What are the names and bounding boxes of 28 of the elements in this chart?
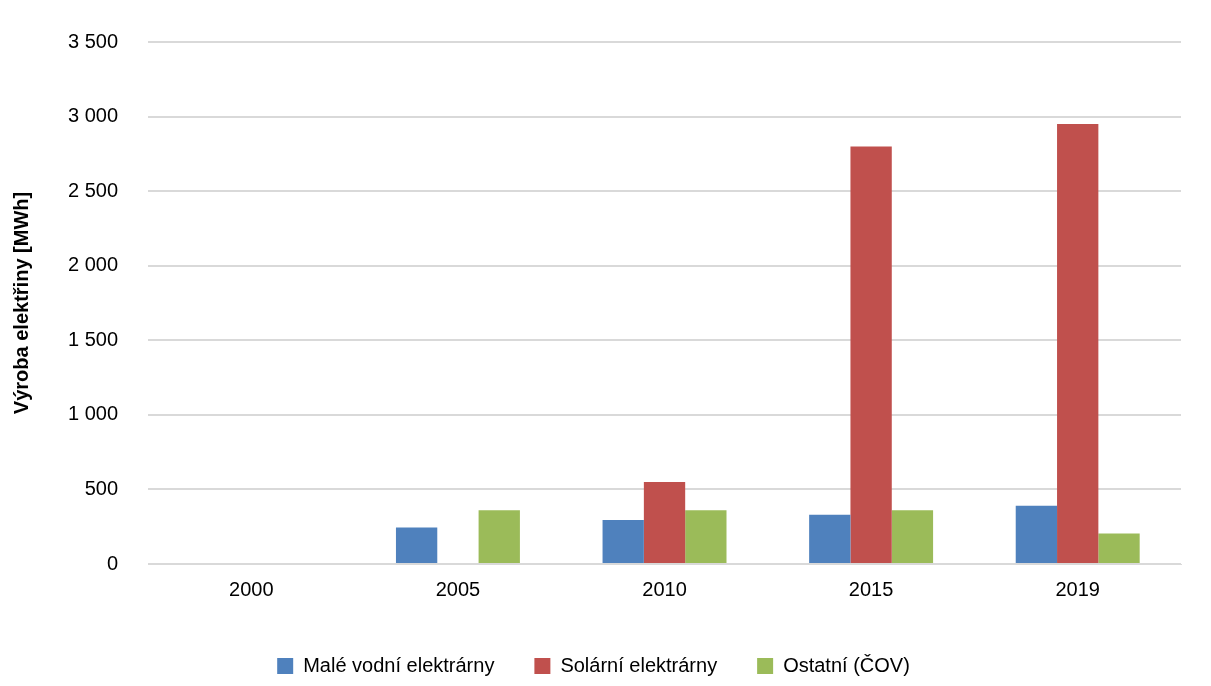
y-tick-label: 1 000 (67, 402, 119, 425)
y-tick-label: 2 000 (67, 253, 119, 276)
bar (809, 514, 851, 563)
legend-label: Ostatní (ČOV) (783, 653, 910, 676)
y-tick-label: 500 (84, 476, 119, 499)
legend-label: Solární elektrárny (560, 653, 718, 676)
bar (478, 510, 520, 563)
y-tick-label: 2 500 (67, 178, 119, 201)
y-tick-label: 3 500 (67, 29, 119, 52)
bar (395, 527, 438, 563)
bar (1057, 124, 1099, 563)
x-tick-label: 2015 (848, 577, 894, 600)
y-axis-title: Výroba elektřiny [MWh] (9, 191, 32, 415)
bar (850, 146, 892, 563)
legend-label: Malé vodní elektrárny (303, 653, 495, 676)
y-tick-label: 3 000 (67, 104, 119, 127)
bar (685, 510, 727, 563)
y-tick-label: 0 (106, 551, 119, 574)
x-tick-label: 2019 (1055, 577, 1100, 600)
x-tick-label: 2010 (642, 577, 687, 600)
x-tick-label: 2000 (229, 577, 274, 600)
bar (1098, 533, 1140, 563)
y-tick-label: 1 500 (67, 327, 119, 350)
bar (891, 510, 934, 563)
bar (643, 481, 686, 563)
bar (1015, 505, 1058, 563)
bar (602, 520, 644, 563)
x-tick-label: 2005 (435, 577, 481, 600)
